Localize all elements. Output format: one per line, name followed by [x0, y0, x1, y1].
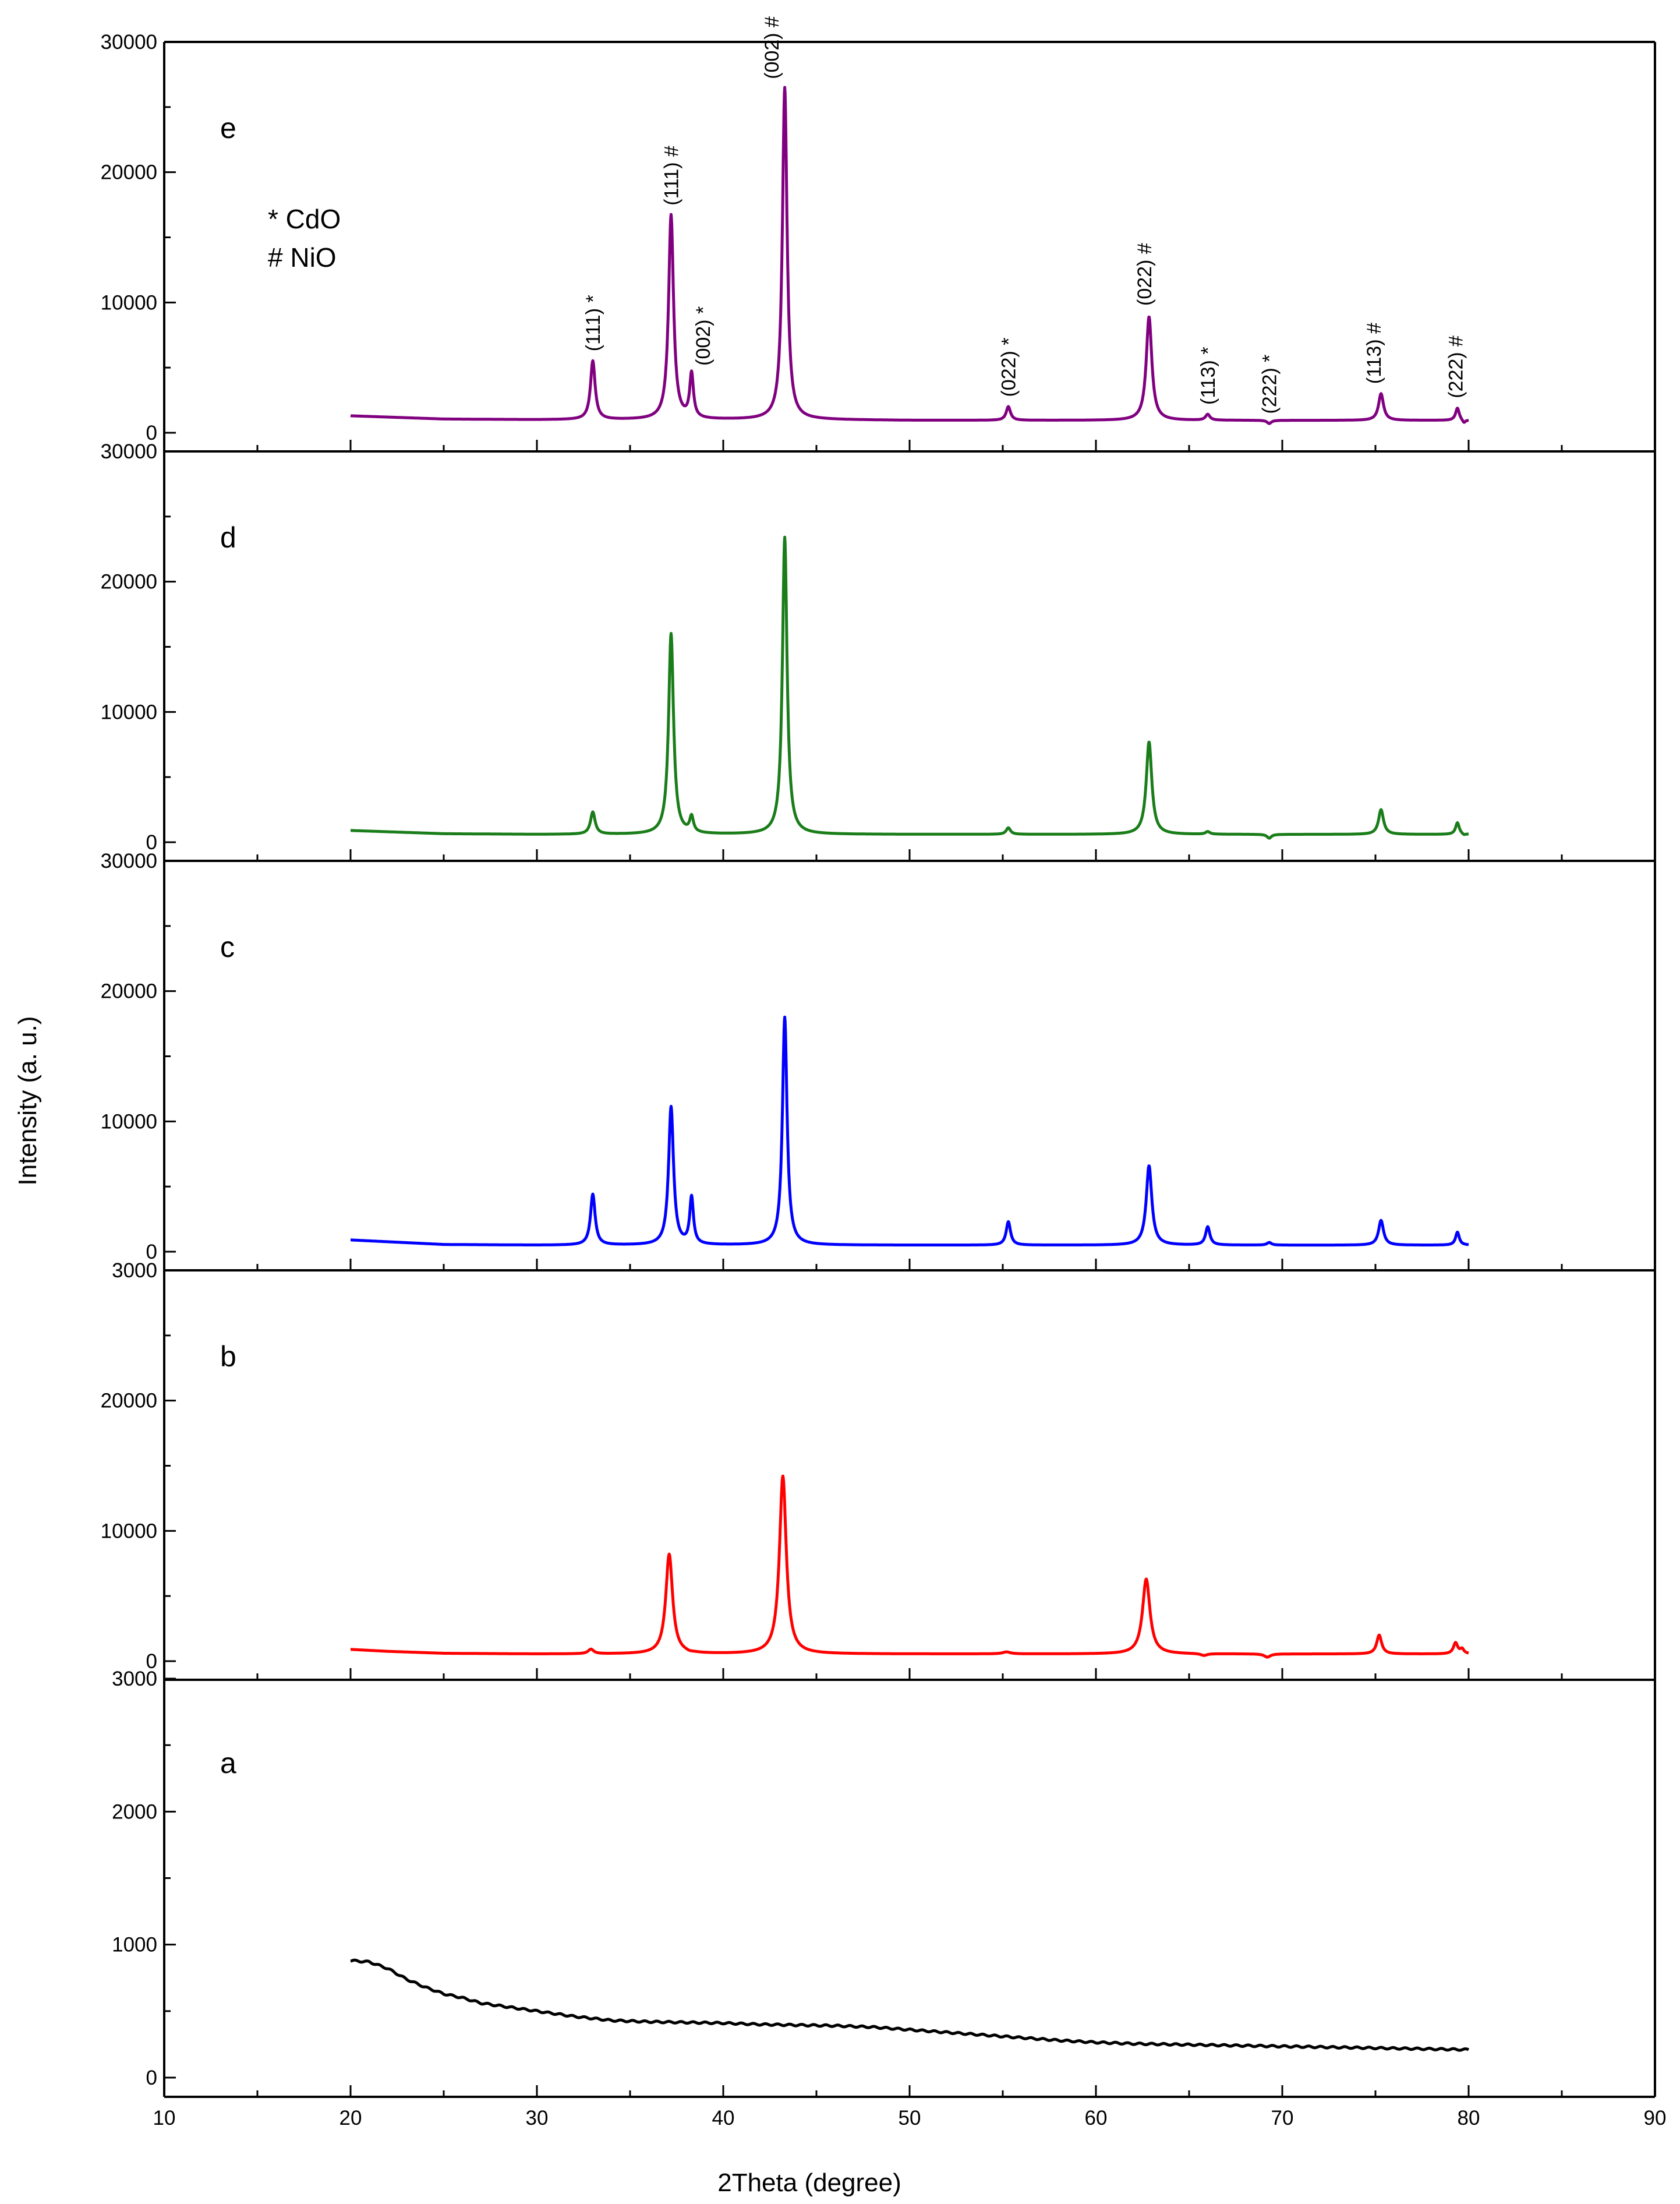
- panel-b-label: b: [220, 1340, 236, 1373]
- panel-e-label: e: [220, 112, 236, 144]
- peak-annotation: (111) #: [660, 146, 682, 206]
- peak-annotation: (222) #: [1445, 335, 1467, 398]
- panel-c: 0 10000 20000 30000 c: [101, 850, 1656, 1271]
- legend-entry-nio: # NiO: [268, 242, 337, 273]
- series-d-line: [349, 535, 1470, 840]
- panel-d-y-tick-label: 10000: [101, 701, 157, 723]
- x-tick-label: 20: [339, 2107, 362, 2129]
- peak-annotation: (022) *: [998, 337, 1020, 397]
- panel-e-y-tick-label: 20000: [101, 161, 157, 184]
- panel-d-y-tick-label: 30000: [101, 440, 157, 463]
- series-e-line: [349, 86, 1470, 425]
- panel-d: 0 10000 20000 30000 d: [101, 440, 1656, 862]
- peak-annotation: (111) *: [582, 295, 604, 351]
- panel-c-y-tick-label: 10000: [101, 1110, 157, 1133]
- peak-annotation: (222) *: [1259, 355, 1281, 414]
- panel-b-y-tick-label: 3000: [112, 1259, 157, 1282]
- panel-a: 0 1000 2000 3000 a: [112, 1668, 1656, 2098]
- panel-d-y-tick-label: 20000: [101, 571, 157, 594]
- x-axis-tick-labels: 10 20 30 40 50 60 70 80 90: [153, 2107, 1667, 2129]
- panel-b-y-tick-label: 20000: [101, 1390, 157, 1412]
- legend-entry-cdo: * CdO: [268, 204, 341, 234]
- peak-annotation: (113) *: [1197, 347, 1219, 405]
- x-tick-label: 80: [1458, 2107, 1480, 2129]
- x-tick-label: 40: [712, 2107, 735, 2129]
- series-c-line: [349, 1015, 1470, 1247]
- panel-e-y-tick-label: 30000: [101, 31, 157, 54]
- peak-annotation: (022) #: [1134, 243, 1156, 306]
- panel-b: 0 10000 20000 3000 b: [101, 1259, 1656, 1681]
- panel-e-y-tick-label: 10000: [101, 291, 157, 314]
- x-tick-label: 90: [1644, 2107, 1667, 2129]
- panel-d-label: d: [220, 521, 236, 554]
- panel-c-y-tick-label: 0: [146, 1241, 157, 1263]
- x-axis-title: 2Theta (degree): [717, 2168, 901, 2197]
- peak-annotation: (002) *: [692, 306, 715, 366]
- y-axis-title: Intensity (a. u.): [13, 1016, 42, 1185]
- panel-c-label: c: [220, 931, 235, 963]
- x-tick-label: 10: [153, 2107, 176, 2129]
- series-b-line: [349, 1474, 1470, 1659]
- panel-e: 0 10000 20000 30000 e (111) * (111) # (002) * (0…: [101, 16, 1656, 453]
- panel-a-y-tick-label: 1000: [112, 1934, 157, 1956]
- peak-annotation: (113) #: [1363, 323, 1385, 384]
- peak-annotation: (002) #: [761, 16, 783, 79]
- legend: * CdO # NiO: [268, 204, 341, 273]
- x-tick-label: 50: [899, 2107, 921, 2129]
- panel-b-y-tick-label: 0: [146, 1650, 157, 1673]
- panel-a-y-tick-label: 0: [146, 2067, 157, 2089]
- panel-d-y-tick-label: 0: [146, 831, 157, 854]
- panel-c-y-tick-label: 20000: [101, 980, 157, 1003]
- x-tick-label: 60: [1085, 2107, 1108, 2129]
- panel-a-label: a: [220, 1747, 236, 1779]
- panel-a-y-tick-label: 3000: [112, 1668, 157, 1690]
- series-a-line: [349, 1958, 1470, 2052]
- panel-b-y-tick-label: 10000: [101, 1520, 157, 1542]
- x-tick-label: 30: [526, 2107, 549, 2129]
- panel-c-y-tick-label: 30000: [101, 850, 157, 873]
- panel-a-y-tick-label: 2000: [112, 1800, 157, 1823]
- panel-e-y-tick-label: 0: [146, 422, 157, 444]
- x-tick-label: 70: [1271, 2107, 1294, 2129]
